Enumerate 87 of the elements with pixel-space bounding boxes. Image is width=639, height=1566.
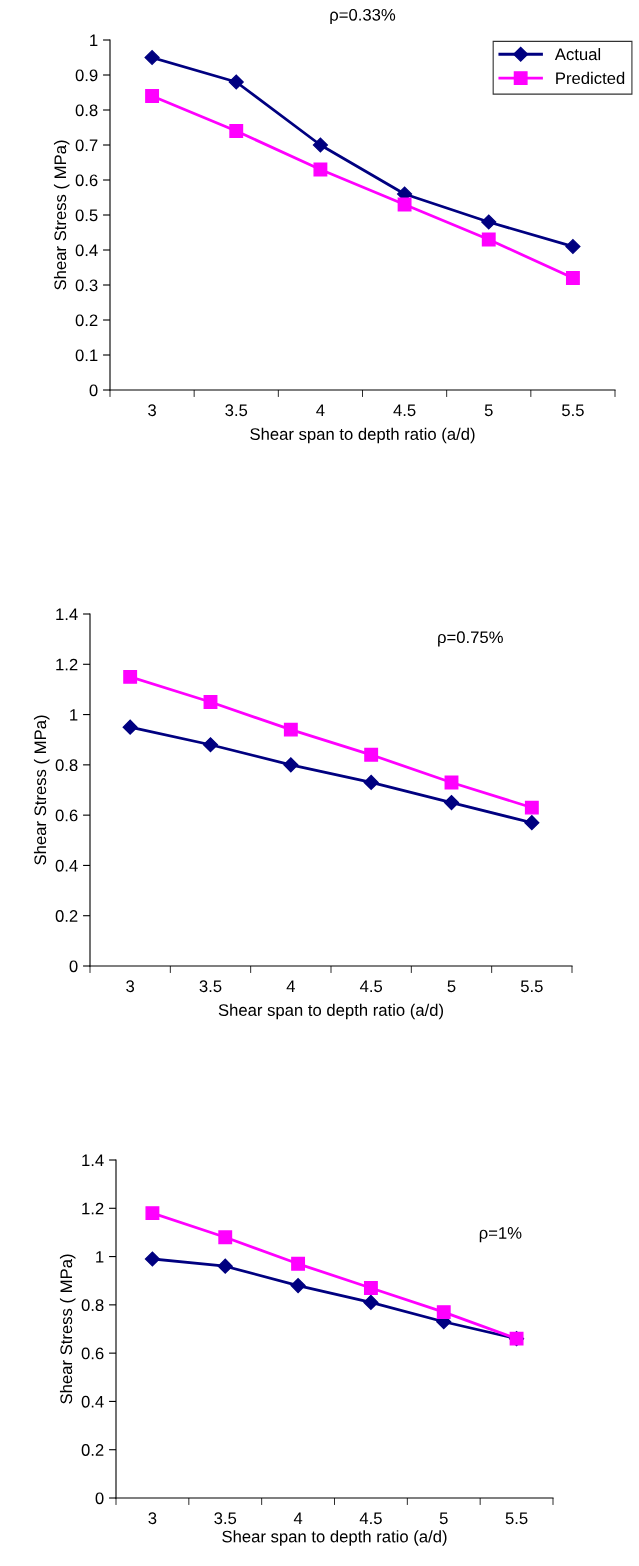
x-tick-label: 5 [439,1512,448,1525]
y-tick-label: 0.6 [75,174,98,187]
y-tick-label: 0.5 [75,209,98,222]
y-tick-label: 0.6 [55,809,78,822]
y-tick-label: 0.9 [75,69,98,82]
y-tick-label: 0 [89,384,98,397]
y-tick-label: 1 [96,1251,104,1263]
point [481,232,496,247]
y-tick-label: 0.4 [55,859,78,872]
x-tick-label: 3.5 [225,404,248,417]
x-tick-label: 5 [484,404,493,417]
x-tick-label: 4 [286,980,295,992]
x-axis-title: Shear span to depth ratio (a/d) [218,1003,444,1020]
x-tick-label: 3 [148,404,156,417]
legend-label: Predicted [556,71,625,85]
y-tick-label: 0.6 [81,1347,104,1360]
y-tick-label: 0.2 [55,910,78,922]
x-tick-label: 3.5 [214,1512,237,1525]
point [202,737,219,753]
y-tick-label: 0.3 [75,279,98,292]
point [283,757,299,773]
point [312,137,328,153]
point [203,695,218,709]
chart-title: ρ=0.33% [330,8,396,25]
y-tick-label: 0.2 [75,314,98,327]
point [217,1258,233,1274]
annotation: ρ=1% [479,1227,522,1243]
y-axis-title: Shear Stress ( MPa) [53,140,70,290]
y-tick-label: 0 [95,1492,104,1505]
y-tick-label: 0.7 [75,139,98,152]
point [313,162,328,177]
y-axis-title: Shear Stress ( MPa) [33,715,50,865]
point [218,1230,233,1245]
y-tick-label: 0.8 [75,104,98,117]
point [524,800,539,815]
x-tick-label: 4 [316,404,325,416]
point [481,214,497,230]
x-tick-label: 5 [447,980,456,993]
point [145,1206,160,1221]
point [397,197,412,212]
x-tick-label: 4 [293,1512,303,1524]
point [565,271,580,285]
point [144,1251,160,1267]
x-tick-label: 4.5 [359,980,383,993]
x-tick-label: 5.5 [520,980,543,993]
point [228,74,244,90]
x-tick-label: 3 [148,1512,157,1525]
x-tick-label: 4.5 [359,1512,382,1525]
x-tick-label: 4.5 [393,404,416,417]
point [443,795,460,811]
point [283,722,298,737]
point [363,774,379,791]
point [363,1281,378,1295]
y-tick-label: 1.2 [82,1202,104,1215]
point [291,1256,306,1271]
y-tick-label: 1 [70,709,78,721]
x-axis-title: Shear span to depth ratio (a/d) [222,1530,447,1546]
y-tick-label: 1.4 [56,608,78,621]
point [290,1277,306,1294]
point [436,1305,451,1320]
x-tick-label: 5.5 [562,404,584,417]
y-tick-label: 0.2 [81,1444,104,1456]
y-tick-label: 0.8 [55,759,78,772]
y-tick-label: 0.1 [75,349,98,362]
x-tick-label: 5.5 [505,1512,528,1525]
y-tick-label: 0.8 [81,1299,104,1312]
y-tick-label: 1.2 [56,658,78,671]
x-tick-label: 3.5 [199,980,222,993]
y-axis-title: Shear Stress ( MPa) [59,1254,76,1404]
y-tick-label: 1.4 [82,1154,104,1167]
point [229,124,244,138]
y-tick-label: 1 [90,34,98,47]
point [524,815,540,831]
point [123,669,138,684]
legend-label: Actual [554,48,601,61]
y-tick-label: 0 [69,960,78,973]
point [363,1294,379,1311]
y-tick-label: 0.4 [81,1395,104,1408]
point [122,719,138,735]
point [145,89,160,103]
point [565,238,581,255]
x-axis-title: Shear span to depth ratio (a/d) [250,427,475,444]
annotation: ρ=0.75% [438,631,503,647]
x-tick-label: 3 [126,980,135,993]
y-tick-label: 0.4 [75,244,98,257]
point [144,49,160,66]
point [364,747,379,762]
